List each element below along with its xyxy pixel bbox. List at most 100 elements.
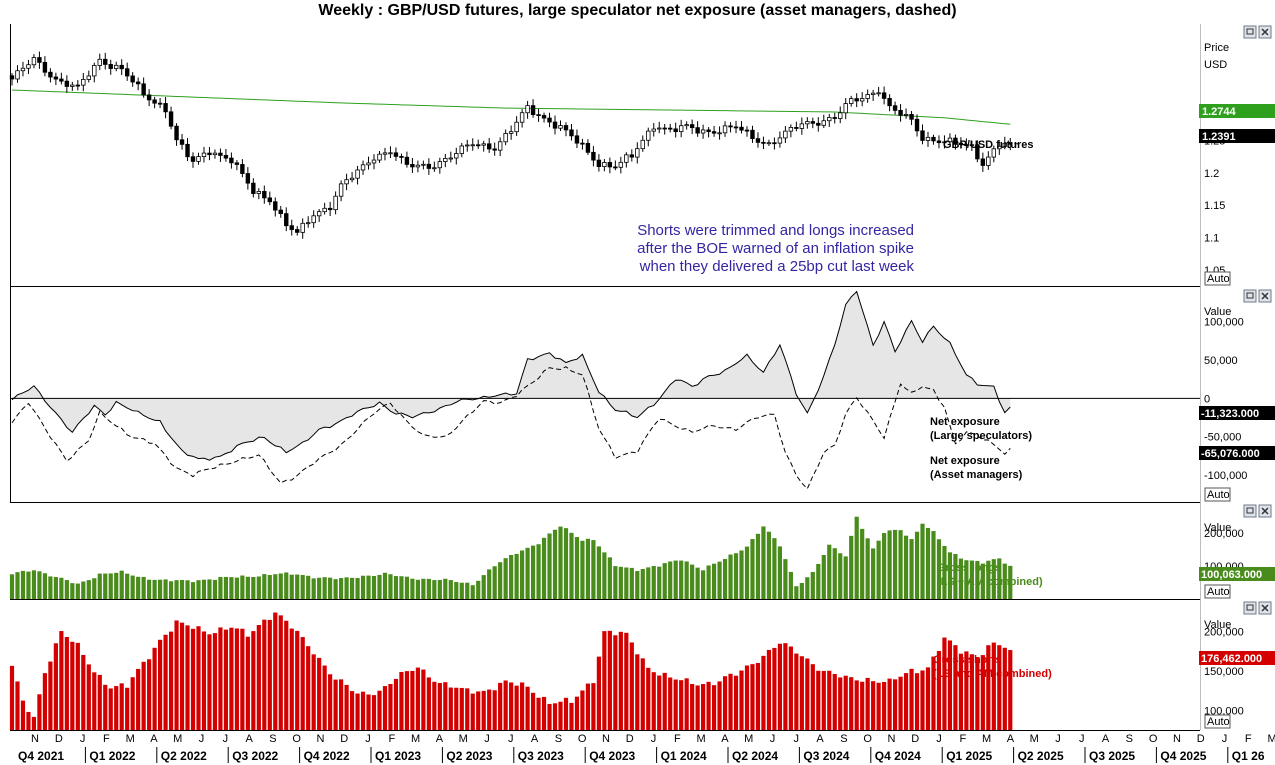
panel-controls[interactable]: Auto Auto Auto Auto xyxy=(1204,25,1272,729)
ls-value-text: -11,323.000 xyxy=(1201,408,1259,420)
shorts-bar xyxy=(711,685,717,730)
ma-value-badge: 1.2744 xyxy=(1199,104,1275,118)
restore-icon[interactable] xyxy=(1243,601,1257,615)
candle-body xyxy=(821,120,826,126)
longs-bar xyxy=(432,580,437,599)
shorts-bar xyxy=(662,672,667,730)
moving-average-line xyxy=(11,89,1011,125)
auto-scale-button[interactable] xyxy=(1204,584,1231,599)
net-exposure-panel[interactable]: Value 100,000 50,000 0 -50,000 -100,000 -11,… xyxy=(10,290,1275,490)
price-panel[interactable]: Price USD 1.31.251.21.151.11.05 1.2744 1… xyxy=(9,42,1275,277)
price-tick-label: 1.15 xyxy=(1204,200,1225,212)
shorts-bar xyxy=(717,681,722,730)
candle-body xyxy=(437,161,443,169)
longs-bar xyxy=(1002,563,1007,599)
longs-bar xyxy=(371,576,377,599)
shorts-bar xyxy=(360,691,366,730)
candle-body xyxy=(700,129,706,134)
candle-body xyxy=(865,94,870,99)
restore-icon[interactable] xyxy=(1243,504,1257,518)
shorts-bar xyxy=(20,700,26,730)
candle-body xyxy=(333,195,338,211)
longs-bar xyxy=(498,562,503,599)
longs-bar xyxy=(168,581,174,599)
month-tick-label: A xyxy=(531,733,539,745)
auto-scale-button[interactable] xyxy=(1204,714,1231,729)
price-tick-label: 1.1 xyxy=(1204,232,1219,244)
longs-bar xyxy=(668,561,673,599)
quarter-label: Q4 2025 xyxy=(1160,749,1206,763)
month-tick-label: M xyxy=(411,733,420,745)
shorts-bar xyxy=(31,716,37,730)
longs-bar xyxy=(816,563,821,599)
candle-body xyxy=(552,121,558,129)
longs-bar xyxy=(635,571,640,599)
longs-bar xyxy=(465,582,470,599)
longs-bar xyxy=(245,576,250,599)
am-value-badge: -65,076.000 xyxy=(1199,446,1275,460)
longs-bar xyxy=(690,564,695,599)
candle-body xyxy=(805,121,810,125)
shorts-bar xyxy=(618,631,623,730)
shorts-bar xyxy=(388,684,393,730)
longs-bar xyxy=(640,568,645,599)
month-tick-label: D xyxy=(55,733,63,745)
shorts-bar xyxy=(882,682,887,730)
shorts-bar xyxy=(739,670,744,730)
candle-body xyxy=(295,229,300,233)
shorts-bar xyxy=(914,673,920,730)
annotation-line-2: after the BOE warned of an inflation spi… xyxy=(637,240,914,257)
candle-body xyxy=(492,148,497,151)
shorts-bar xyxy=(366,694,371,730)
quarter-label: Q1 2022 xyxy=(89,749,135,763)
restore-icon-glyph xyxy=(1246,292,1254,299)
shorts-bar xyxy=(492,690,497,730)
auto-scale-button[interactable] xyxy=(1204,487,1231,502)
shorts-bar xyxy=(114,686,119,730)
shorts-bar xyxy=(832,673,837,730)
restore-icon[interactable] xyxy=(1243,25,1257,39)
shorts-bar xyxy=(799,656,804,730)
shorts-bar xyxy=(125,687,130,730)
candle-body xyxy=(465,144,470,147)
candle-body xyxy=(706,129,711,133)
longs-bar xyxy=(871,548,876,599)
longs-bar xyxy=(503,558,508,599)
candle-body xyxy=(607,162,613,168)
shorts-bar xyxy=(690,684,695,730)
month-tick-label: F xyxy=(959,733,966,745)
auto-scale-label: Auto xyxy=(1207,489,1230,501)
panel-frames xyxy=(10,24,1201,731)
shorts-bar xyxy=(289,628,294,730)
longs-bar xyxy=(854,516,859,599)
candle-body xyxy=(695,127,700,134)
shorts-axis-label: Value xyxy=(1204,619,1231,631)
candle-body xyxy=(832,117,837,119)
longs-bar xyxy=(569,532,574,599)
auto-scale-button[interactable] xyxy=(1204,271,1231,286)
shorts-bar xyxy=(810,664,815,730)
longs-bar xyxy=(289,574,294,599)
month-tick-label: A xyxy=(721,733,729,745)
shorts-bar xyxy=(75,642,80,730)
candle-body xyxy=(788,127,794,132)
month-tick-label: A xyxy=(1007,733,1015,745)
longs-bar xyxy=(838,553,843,599)
price-axis-label: Price xyxy=(1204,42,1229,54)
restore-icon[interactable] xyxy=(1243,289,1257,303)
longs-bar xyxy=(920,523,925,599)
shorts-bar xyxy=(969,654,974,730)
shorts-bar xyxy=(97,674,102,730)
longs-bar xyxy=(563,528,569,599)
longs-bar xyxy=(1008,565,1013,599)
shorts-bar xyxy=(733,675,739,730)
candle-body xyxy=(70,84,75,87)
shorts-bar xyxy=(476,691,481,730)
shorts-bar xyxy=(212,633,218,730)
candle-body xyxy=(344,179,349,185)
candle-body xyxy=(613,166,618,169)
